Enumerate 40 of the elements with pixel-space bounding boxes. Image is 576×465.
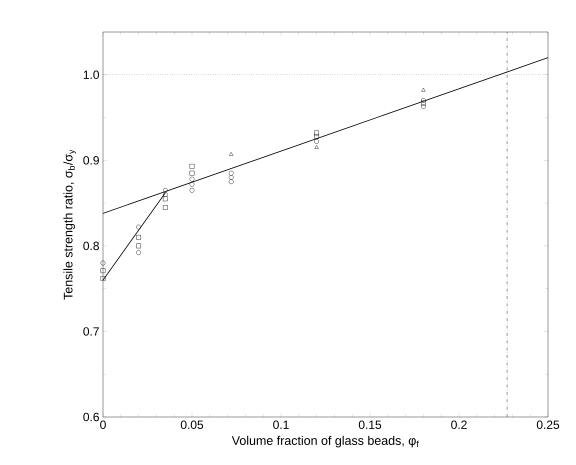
x-tick-label: 0.2 — [451, 420, 467, 429]
y-axis-title: Tensile strength ratio, σ$_{b}$/σ$_{y}$ — [63, 150, 76, 300]
point — [162, 205, 168, 210]
point — [314, 139, 319, 144]
y-tick-label: 0.9 — [83, 156, 99, 165]
point — [228, 170, 234, 176]
point — [314, 130, 319, 136]
point — [190, 176, 194, 182]
point — [190, 182, 194, 187]
point — [228, 179, 234, 184]
point — [100, 260, 106, 266]
x-axis-title: Volume fraction of glass beads, φ$_{f}$ — [232, 436, 419, 448]
point — [136, 250, 141, 256]
x-tick-label: 0 — [100, 420, 106, 429]
point — [314, 134, 319, 139]
x-tick-label: 0.15 — [358, 420, 382, 429]
point — [162, 192, 168, 197]
point — [421, 88, 426, 92]
y-tick-label: 0.7 — [83, 327, 99, 336]
x-tick-label: 0.25 — [536, 420, 560, 429]
point — [190, 164, 194, 169]
y-tick-label: 0.8 — [83, 242, 99, 250]
point — [136, 234, 141, 240]
point — [136, 224, 141, 230]
point — [421, 100, 426, 106]
point — [162, 196, 168, 202]
point — [162, 188, 168, 193]
x-tick-label: 0.05 — [180, 420, 204, 429]
point — [190, 170, 194, 176]
x-tick-label: 0.1 — [273, 420, 289, 429]
point — [100, 268, 106, 274]
point — [421, 104, 426, 109]
point — [136, 244, 141, 248]
y-tick-label: 1.0 — [84, 70, 100, 80]
point — [229, 152, 234, 156]
point — [228, 175, 234, 180]
point — [190, 188, 194, 193]
y-tick-label: 0.6 — [83, 412, 99, 422]
point — [314, 145, 319, 149]
point — [421, 98, 426, 103]
